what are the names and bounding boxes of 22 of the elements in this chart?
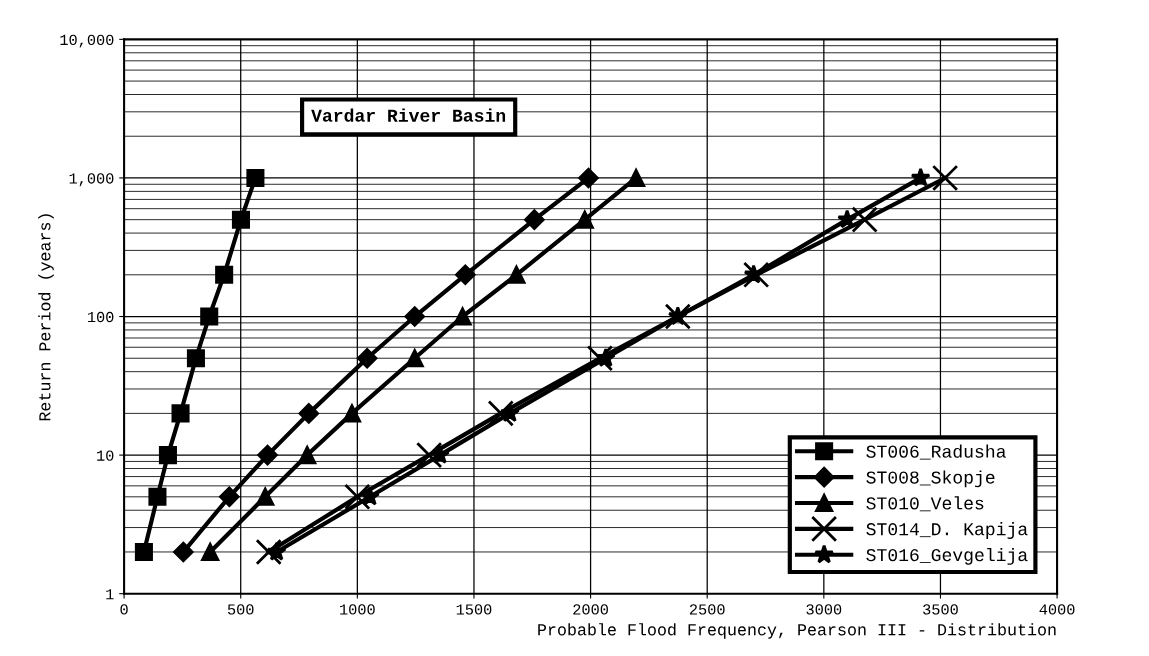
legend-label: ST006_Radusha [866, 444, 1006, 460]
y-axis-title: Return Period (years) [38, 214, 54, 421]
x-tick-label: 2500 [689, 604, 725, 615]
x-axis-title: Probable Flood Frequency, Pearson III - Distribution [538, 623, 1056, 639]
legend-label: ST014_D. Kapija [866, 522, 1028, 539]
y-tick-label: 100 [87, 311, 114, 323]
legend-label: ST016_Gevgelija [866, 547, 1028, 565]
x-tick-label: 0 [120, 604, 128, 615]
x-tick-label: 500 [227, 604, 254, 615]
x-tick-label: 3000 [806, 604, 842, 615]
y-tick-label: 10,000 [60, 34, 114, 48]
x-tick-label: 1500 [456, 604, 492, 615]
x-tick-label: 4000 [1039, 604, 1075, 615]
legend-label: ST008_Skopje [866, 470, 995, 488]
text: Vardar River Basin [311, 108, 506, 122]
legend-label: ST010_Veles [866, 496, 984, 512]
y-tick-label: 10 [97, 450, 114, 461]
y-tick-label: 1 [106, 589, 114, 600]
x-tick-label: 2000 [573, 604, 608, 615]
y-tick-label: 1,000 [69, 173, 114, 187]
x-tick-label: 3500 [923, 604, 958, 615]
x-tick-label: 1000 [340, 604, 375, 615]
